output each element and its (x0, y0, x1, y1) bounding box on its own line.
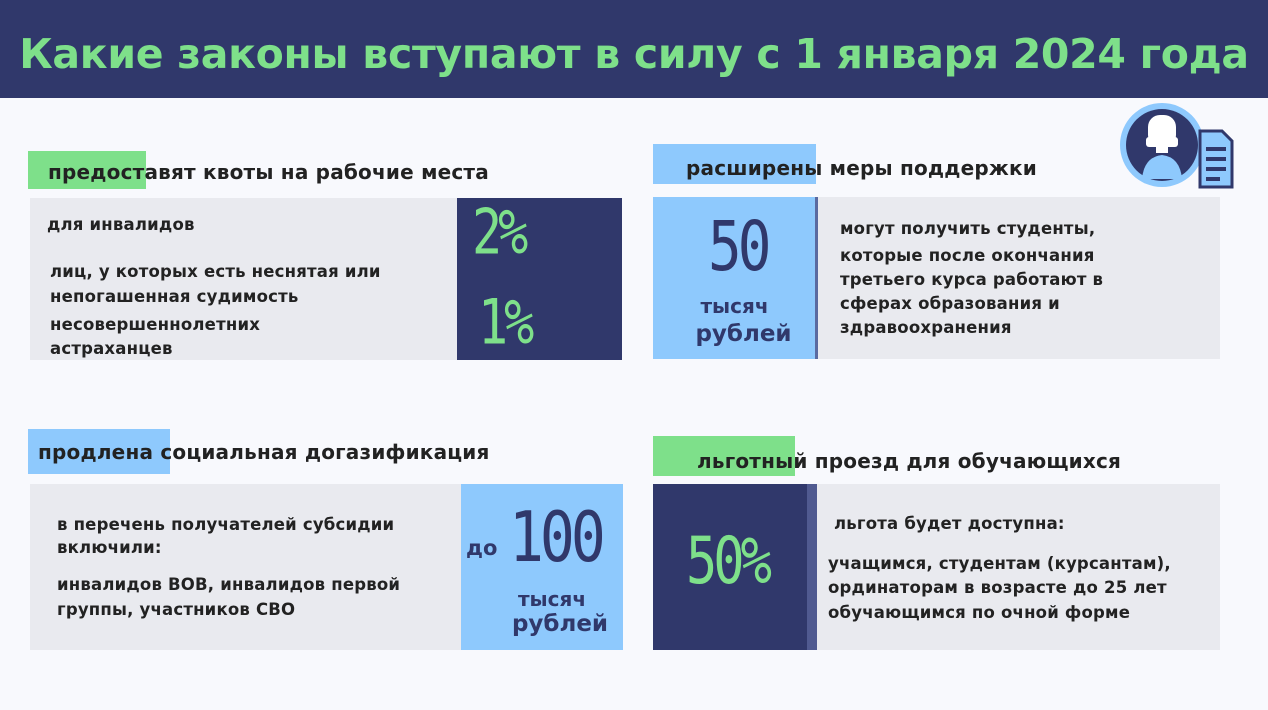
quotas-panel (30, 198, 458, 360)
support-unit: рублей (695, 321, 792, 347)
quotas-label: для инвалидов (47, 215, 195, 234)
transport-text: ординаторам в возрасте до 25 лет (828, 578, 1167, 597)
quotas-label: несовершеннолетних (50, 315, 261, 334)
transport-text: учащимся, студентам (курсантам), (828, 554, 1171, 573)
support-value: 50 (708, 208, 771, 288)
transport-panel (817, 484, 1220, 650)
quotas-heading: предоставят квоты на рабочие места (48, 160, 489, 184)
gas-value: 100 (509, 496, 606, 578)
support-text: здравоохранения (840, 318, 1012, 337)
quotas-label: астраханцев (50, 339, 173, 358)
support-text: сферах образования и (840, 294, 1060, 313)
gas-text: группы, участников СВО (57, 600, 296, 619)
quota-value: 1% (478, 286, 534, 359)
quotas-label: лиц, у которых есть неснятая или (50, 262, 381, 281)
support-heading: расширены меры поддержки (686, 156, 1037, 180)
gas-unit: тысяч (517, 587, 587, 611)
quota-value: 2% (472, 196, 528, 269)
support-text: третьего курса работают в (840, 270, 1104, 289)
header-bar (0, 0, 1268, 98)
heading-tag (28, 151, 146, 189)
support-panel (816, 197, 1220, 359)
quotas-values-panel (457, 198, 622, 360)
transport-value-panel (653, 484, 808, 650)
page-title: Какие законы вступают в силу с 1 января … (19, 30, 1249, 78)
transport-text: обучающимся по очной форме (828, 603, 1131, 622)
support-text: могут получить студенты, (840, 219, 1096, 238)
gas-panel (30, 484, 462, 650)
divider (807, 484, 817, 650)
heading-tag (28, 429, 170, 474)
gas-value-panel (461, 484, 623, 650)
divider (815, 197, 818, 359)
gas-heading: продлена социальная догазификация (38, 440, 490, 464)
person-document-icon (1120, 103, 1234, 189)
transport-value: 50% (686, 524, 772, 599)
heading-tag (653, 144, 816, 184)
gas-text: в перечень получателей субсидии (57, 515, 395, 534)
quotas-label: непогашенная судимость (50, 287, 299, 306)
support-unit: тысяч (700, 294, 769, 318)
transport-text: льгота будет доступна: (834, 514, 1065, 533)
transport-heading: льготный проезд для обучающихся (697, 449, 1122, 473)
support-text: которые после окончания (840, 246, 1095, 265)
gas-text: включили: (57, 538, 162, 557)
gas-prefix: до (466, 536, 498, 560)
gas-unit: рублей (511, 611, 609, 637)
heading-tag (653, 436, 795, 476)
gas-text: инвалидов ВОВ, инвалидов первой (57, 575, 401, 594)
support-value-panel (653, 197, 816, 359)
